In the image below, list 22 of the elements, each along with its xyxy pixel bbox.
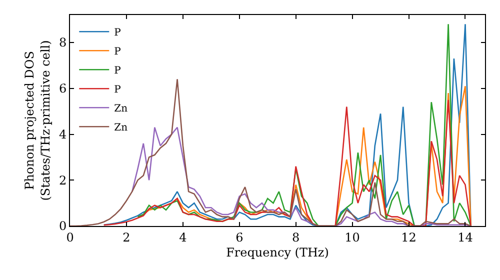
line-series — [70, 78, 472, 226]
y-tick-label: 2 — [58, 173, 67, 188]
x-tick-label: 4 — [179, 230, 188, 244]
y-axis-title: Phonon projected DOS (States/THz·primitive cell) — [22, 40, 52, 201]
x-tick-label: 14 — [458, 230, 474, 244]
x-tick-label: 8 — [292, 230, 300, 244]
y-tick-label: 6 — [58, 82, 67, 96]
x-tick-label: 6 — [236, 230, 244, 244]
legend-label: Zn — [114, 122, 128, 134]
legend-label: P — [114, 28, 122, 39]
legend-label: Zn — [114, 104, 128, 115]
legend-label: P — [114, 66, 122, 77]
legend-label: P — [114, 84, 122, 96]
y-tick-label: 0 — [58, 219, 67, 234]
y-tick-label: 4 — [58, 127, 67, 142]
line-series — [103, 99, 472, 226]
legend-label: P — [114, 46, 122, 58]
y-tick-label: 8 — [58, 36, 67, 50]
x-tick-label: 12 — [401, 230, 416, 244]
x-tick-label: 2 — [122, 230, 130, 244]
x-axis-title: Frequency (THz) — [226, 245, 329, 260]
x-tick-label: 10 — [344, 230, 360, 244]
